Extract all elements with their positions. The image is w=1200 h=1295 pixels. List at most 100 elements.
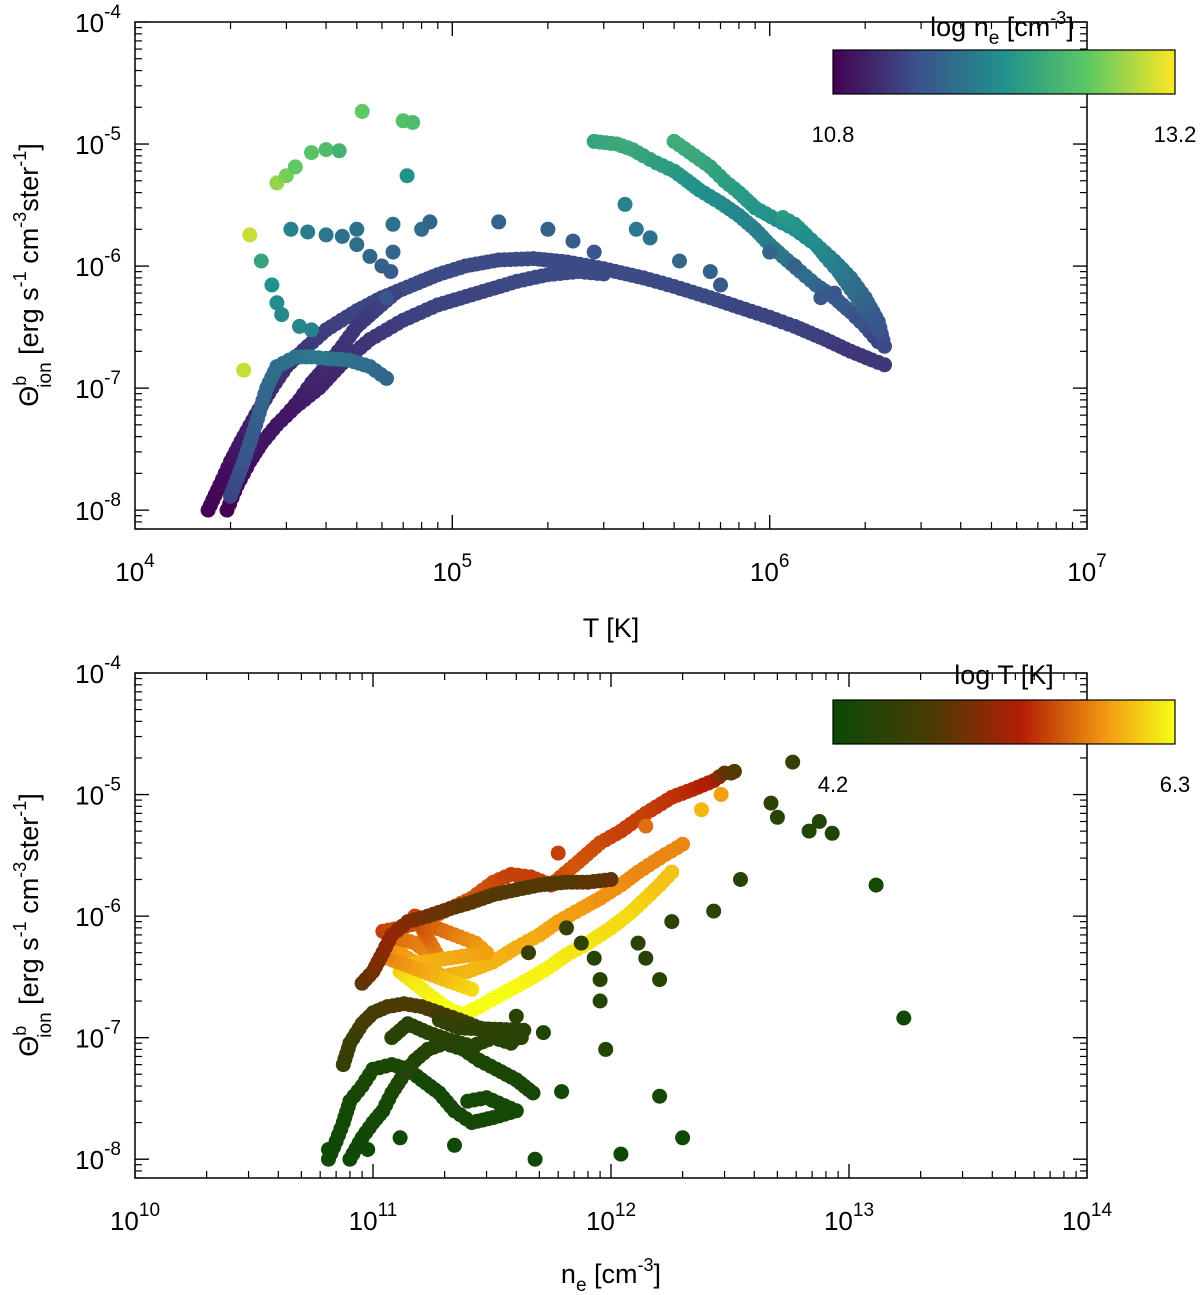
scatter-point bbox=[628, 221, 644, 237]
scatter-point bbox=[274, 307, 290, 323]
bottom-scatter-panel: 1010 1011 1012 1013 1014 10-810-710-610-510-… bbox=[10, 653, 1190, 1295]
scatter-point bbox=[405, 115, 421, 130]
y-tick-label: 10-7 bbox=[75, 1018, 121, 1054]
scatter-point bbox=[592, 993, 608, 1009]
bottom-x-tick-labels: 1010 1011 1012 1013 1014 bbox=[110, 1200, 1112, 1236]
scatter-point bbox=[638, 818, 654, 834]
scatter-point bbox=[242, 227, 258, 243]
scatter-point bbox=[824, 825, 840, 841]
x-tick-label: 1013 bbox=[824, 1200, 874, 1236]
y-tick-label: 10-4 bbox=[75, 653, 121, 689]
top-colorbar: log ne [cm-3] 10.8 13.2 bbox=[812, 8, 1197, 147]
scatter-point bbox=[392, 1130, 408, 1146]
scatter-point bbox=[706, 903, 722, 919]
scatter-point bbox=[613, 1146, 629, 1162]
y-tick-label: 10-5 bbox=[75, 775, 121, 811]
scatter-point bbox=[868, 877, 884, 893]
data-point bbox=[460, 1093, 476, 1109]
top-y-tick-labels: 10-8 10-7 10-6 10-5 10-4 bbox=[75, 2, 121, 526]
x-tick-label: 104 bbox=[115, 551, 155, 587]
scatter-point bbox=[321, 1142, 336, 1157]
data-point bbox=[664, 864, 680, 880]
scatter-point bbox=[360, 1142, 376, 1157]
data-point bbox=[431, 1012, 447, 1028]
top-x-axis-title: T [K] bbox=[583, 613, 640, 643]
top-colorbar-max-label: 13.2 bbox=[1154, 122, 1197, 147]
scatter-point bbox=[763, 795, 779, 811]
scatter-point bbox=[385, 216, 401, 232]
bottom-y-axis-title: Θb ion [erg s-1 cm-3ster-1] bbox=[10, 793, 56, 1057]
y-tick-label: 10-8 bbox=[75, 1139, 121, 1175]
top-y-axis-title: Θb ion [erg s-1 cm-3ster-1] bbox=[10, 143, 56, 407]
scatter-point bbox=[236, 362, 252, 378]
data-point bbox=[525, 1085, 541, 1101]
x-tick-label: 1010 bbox=[110, 1200, 160, 1236]
scatter-point bbox=[304, 322, 319, 338]
scatter-point bbox=[713, 787, 729, 802]
scatter-point bbox=[349, 221, 365, 237]
scatter-point bbox=[675, 1130, 691, 1146]
scatter-point bbox=[399, 168, 415, 184]
bottom-data-points bbox=[321, 754, 912, 1167]
y-tick-label: 10-6 bbox=[75, 896, 121, 932]
x-tick-label: 105 bbox=[433, 551, 473, 587]
top-colorbar-min-label: 10.8 bbox=[812, 122, 855, 147]
scatter-point bbox=[787, 258, 803, 274]
scatter-point bbox=[422, 214, 438, 230]
scatter-point bbox=[540, 221, 556, 237]
bottom-colorbar-min-label: 4.2 bbox=[818, 772, 849, 797]
scatter-point bbox=[508, 1008, 524, 1024]
scatter-point bbox=[642, 230, 658, 246]
scatter-point bbox=[527, 1151, 543, 1167]
scatter-point bbox=[535, 1025, 551, 1041]
scatter-point bbox=[287, 159, 303, 175]
bottom-x-axis-title: ne [cm-3] bbox=[561, 1255, 661, 1295]
scatter-point bbox=[801, 823, 817, 839]
data-point bbox=[877, 357, 892, 373]
scatter-point bbox=[664, 914, 680, 930]
data-point bbox=[870, 322, 886, 338]
scatter-point bbox=[354, 103, 370, 119]
scatter-point bbox=[726, 763, 742, 779]
scatter-point bbox=[652, 1088, 668, 1104]
scatter-point bbox=[694, 802, 709, 818]
data-point bbox=[379, 370, 394, 386]
scatter-point bbox=[826, 285, 842, 301]
scatter-point bbox=[283, 221, 299, 237]
x-tick-label: 106 bbox=[750, 551, 790, 587]
x-tick-label: 1012 bbox=[586, 1200, 636, 1236]
top-colorbar-label: log ne [cm-3] bbox=[930, 8, 1074, 49]
top-plot-frame bbox=[134, 21, 1088, 530]
scatter-point bbox=[362, 248, 378, 264]
x-tick-label: 1014 bbox=[1062, 1200, 1112, 1236]
bottom-minor-ticks bbox=[134, 672, 1088, 1179]
scatter-point bbox=[491, 214, 507, 230]
scatter-point bbox=[385, 244, 401, 260]
scatter-point bbox=[253, 253, 269, 269]
data-point bbox=[596, 266, 612, 282]
scatter-point bbox=[638, 950, 654, 966]
scatter-point bbox=[264, 277, 280, 293]
y-tick-label: 10-6 bbox=[75, 246, 121, 282]
scatter-point bbox=[292, 318, 307, 334]
bottom-colorbar: log T [K] 4.2 6.3 bbox=[818, 660, 1191, 797]
scatter-point bbox=[617, 196, 633, 212]
x-tick-label: 107 bbox=[1067, 551, 1107, 587]
scatter-point bbox=[550, 845, 566, 861]
bottom-colorbar-max-label: 6.3 bbox=[1160, 772, 1191, 797]
scatter-point bbox=[349, 237, 365, 253]
scatter-point bbox=[813, 290, 829, 306]
scatter-point bbox=[785, 754, 801, 770]
bottom-plot-frame bbox=[134, 672, 1088, 1179]
data-point bbox=[603, 872, 619, 887]
scatter-point bbox=[702, 264, 718, 280]
scatter-point bbox=[896, 1010, 912, 1026]
scatter-point bbox=[300, 224, 316, 240]
scatter-point bbox=[672, 253, 687, 269]
scatter-point bbox=[573, 935, 589, 951]
data-point bbox=[675, 836, 691, 852]
scatter-point bbox=[318, 142, 334, 158]
top-scatter-panel: 104 105 106 107 10-810-710-610-510-4 T [K] … bbox=[10, 2, 1196, 643]
scatter-point bbox=[304, 145, 319, 161]
